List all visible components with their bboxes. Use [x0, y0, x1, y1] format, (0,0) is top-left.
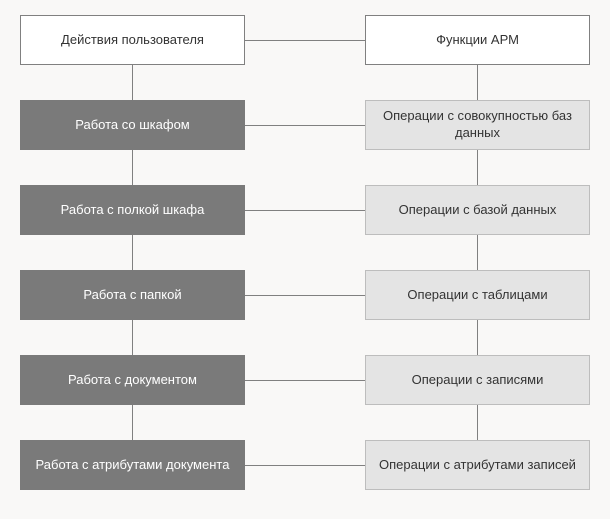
v-left-connector-2	[132, 235, 133, 270]
v-right-connector-1	[477, 150, 478, 185]
right-box-5: Операции с атрибутами записей	[365, 440, 590, 490]
v-right-connector-0	[477, 65, 478, 100]
left-box-4: Работа с документом	[20, 355, 245, 405]
left-box-2: Работа с полкой шкафа	[20, 185, 245, 235]
v-right-connector-2	[477, 235, 478, 270]
h-connector-0	[245, 40, 365, 41]
v-left-connector-3	[132, 320, 133, 355]
h-connector-5	[245, 465, 365, 466]
h-connector-4	[245, 380, 365, 381]
h-connector-1	[245, 125, 365, 126]
right-box-0: Функции АРМ	[365, 15, 590, 65]
right-box-1: Операции с совокупностью баз данных	[365, 100, 590, 150]
left-box-3: Работа с папкой	[20, 270, 245, 320]
left-box-1: Работа со шкафом	[20, 100, 245, 150]
h-connector-3	[245, 295, 365, 296]
right-box-2: Операции с базой данных	[365, 185, 590, 235]
h-connector-2	[245, 210, 365, 211]
left-box-5: Работа с атрибутами документа	[20, 440, 245, 490]
v-left-connector-1	[132, 150, 133, 185]
left-box-0: Действия пользователя	[20, 15, 245, 65]
v-right-connector-3	[477, 320, 478, 355]
v-left-connector-4	[132, 405, 133, 440]
right-box-3: Операции с таблицами	[365, 270, 590, 320]
right-box-4: Операции с записями	[365, 355, 590, 405]
v-right-connector-4	[477, 405, 478, 440]
v-left-connector-0	[132, 65, 133, 100]
